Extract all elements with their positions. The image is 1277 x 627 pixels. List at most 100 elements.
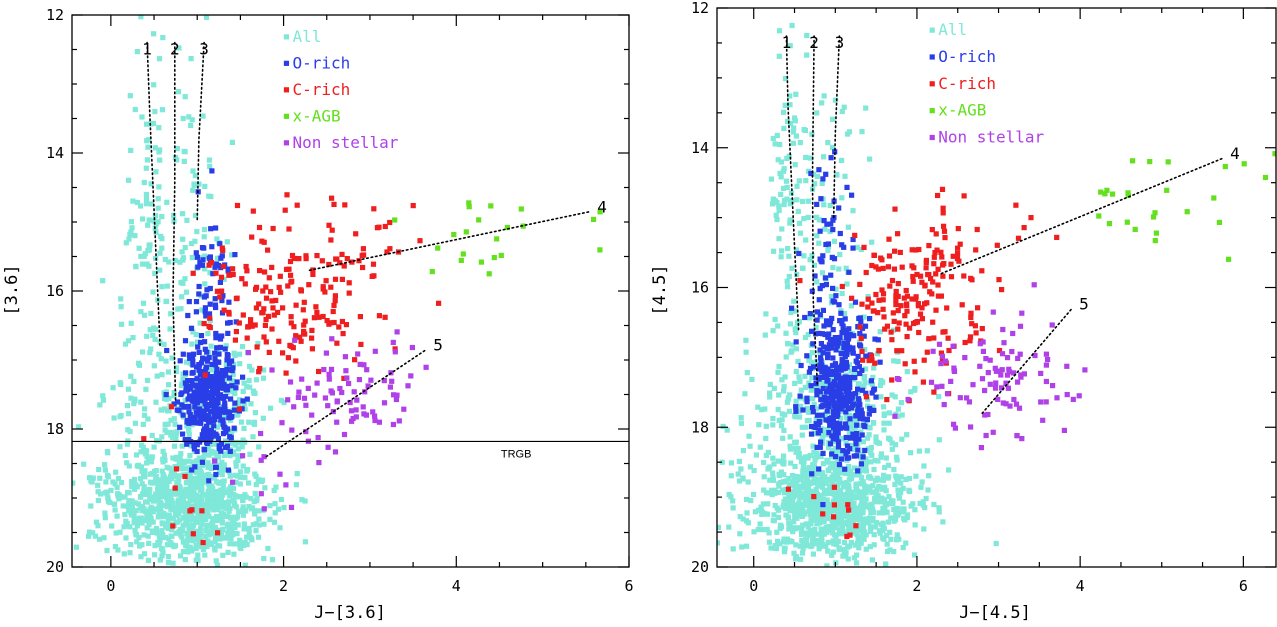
point-all: [784, 155, 790, 161]
point-o-rich: [820, 385, 826, 392]
point-o-rich: [851, 333, 857, 339]
point-all: [759, 527, 765, 533]
point-all: [846, 412, 852, 418]
point-all: [859, 503, 865, 509]
point-c-rich: [852, 232, 858, 238]
point-o-rich: [814, 388, 820, 394]
point-o-rich: [797, 393, 803, 399]
point-o-rich: [838, 367, 844, 373]
point-o-rich: [228, 435, 234, 441]
point-all: [779, 411, 785, 417]
point-all: [143, 196, 150, 202]
point-all: [789, 497, 796, 503]
point-all: [776, 53, 782, 59]
point-all: [205, 460, 211, 466]
point-non-stellar: [401, 406, 407, 412]
point-c-rich: [311, 315, 317, 321]
point-non-stellar: [892, 413, 898, 419]
point-all: [843, 494, 850, 500]
point-all: [993, 540, 999, 547]
point-all: [167, 493, 173, 499]
point-all: [793, 91, 799, 97]
point-non-stellar: [1049, 322, 1055, 328]
point-o-rich: [212, 360, 218, 366]
point-all: [156, 533, 163, 539]
point-all: [142, 406, 148, 412]
point-c-rich: [168, 404, 175, 410]
point-o-rich: [827, 385, 834, 391]
point-all: [779, 377, 785, 383]
point-all: [880, 527, 886, 533]
point-all: [165, 517, 171, 523]
point-all: [202, 253, 208, 259]
point-all: [880, 477, 886, 483]
point-o-rich: [221, 381, 227, 387]
point-all: [847, 522, 854, 528]
point-all: [158, 356, 164, 362]
point-all: [831, 492, 837, 498]
point-x-agb: [1098, 189, 1104, 195]
point-all: [173, 504, 179, 510]
point-all: [260, 375, 267, 381]
point-o-rich: [843, 351, 850, 357]
point-all: [763, 435, 769, 442]
point-c-rich: [938, 350, 944, 356]
point-non-stellar: [355, 351, 361, 357]
point-o-rich: [841, 385, 847, 391]
point-non-stellar: [977, 363, 983, 369]
point-all: [246, 480, 252, 486]
guide-line-4: [308, 210, 591, 272]
y-tick-label: 12: [46, 6, 64, 24]
point-all: [185, 546, 192, 552]
point-all: [176, 473, 182, 479]
point-all: [205, 443, 211, 450]
point-c-rich: [371, 206, 377, 212]
point-all: [788, 460, 794, 466]
point-o-rich: [215, 395, 222, 401]
point-all: [103, 479, 109, 485]
point-c-rich: [904, 302, 910, 308]
point-all: [785, 501, 792, 507]
point-non-stellar: [258, 457, 264, 463]
point-all: [150, 507, 156, 514]
point-all: [840, 553, 846, 559]
point-all: [837, 503, 844, 509]
point-all: [161, 406, 168, 412]
point-c-rich: [920, 379, 926, 385]
point-all: [224, 535, 230, 541]
point-all: [805, 491, 811, 497]
point-non-stellar: [364, 367, 370, 373]
point-all: [110, 385, 116, 391]
point-non-stellar: [968, 424, 974, 430]
point-all: [240, 388, 246, 395]
point-o-rich: [848, 398, 854, 404]
point-all: [775, 458, 781, 464]
point-o-rich: [844, 455, 850, 461]
point-c-rich: [941, 261, 947, 267]
point-all: [790, 140, 796, 146]
point-c-rich: [898, 303, 904, 309]
point-all: [776, 203, 782, 209]
point-o-rich: [191, 415, 197, 421]
point-all: [805, 455, 811, 461]
point-all: [126, 463, 132, 469]
point-all: [796, 178, 802, 184]
point-all: [813, 487, 819, 493]
point-all: [798, 556, 804, 562]
point-all: [155, 514, 161, 520]
point-all: [808, 488, 814, 494]
point-all: [241, 542, 247, 548]
point-all: [763, 311, 769, 317]
point-all: [912, 522, 918, 528]
point-all: [809, 253, 815, 259]
point-all: [132, 396, 138, 402]
legend-label-non-stellar: Non stellar: [292, 133, 398, 152]
point-all: [157, 250, 163, 256]
point-o-rich: [214, 388, 221, 394]
point-all: [142, 468, 148, 474]
point-all: [763, 490, 770, 496]
point-all: [102, 490, 108, 496]
point-all: [787, 538, 793, 544]
point-all: [844, 281, 850, 287]
point-all: [890, 498, 896, 504]
